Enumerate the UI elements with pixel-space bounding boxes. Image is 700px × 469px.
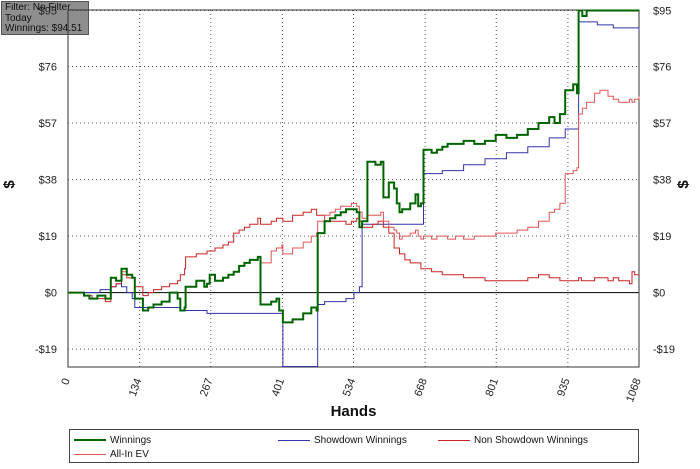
filter-info-box: Filter: No Filter Today Winnings: $94.51: [1, 1, 89, 35]
period-label: Today: [5, 13, 32, 24]
filter-label: Filter: No Filter: [5, 3, 71, 13]
legend-label-winnings: Winnings: [110, 434, 152, 446]
x-tick-label: 534: [341, 377, 359, 398]
x-tick-label: 401: [270, 377, 288, 398]
x-tick-label: 801: [483, 377, 501, 398]
legend-item-non-showdown: Non Showdown Winnings: [438, 433, 588, 447]
series-line-winnings: [68, 9, 639, 324]
x-tick-label: 267: [198, 377, 216, 398]
legend-swatch-non-showdown: [438, 439, 470, 441]
y-axis-right-ticks: -$19 $0 $19 $38 $57 $76 $95: [653, 6, 675, 357]
legend-item-showdown: Showdown Winnings: [278, 433, 407, 447]
y-tick-label-right: $38: [653, 175, 671, 187]
x-axis-title: Hands: [331, 403, 377, 420]
y-tick-label-right: $0: [653, 288, 665, 300]
legend-swatch-showdown: [278, 439, 310, 441]
legend-label-all-in-ev: All-In EV: [110, 448, 149, 460]
y-axis-title-right: $: [675, 180, 692, 189]
series-lines: [68, 9, 640, 367]
y-tick-label-left: $0: [45, 288, 57, 300]
legend-label-showdown: Showdown Winnings: [314, 434, 407, 446]
series-line-showdown-winnings: [68, 21, 640, 367]
y-tick-label-left: $38: [39, 175, 57, 187]
y-tick-label-right: $19: [653, 231, 671, 243]
x-tick-label: 935: [555, 377, 573, 398]
legend-item-all-in-ev: All-In EV: [74, 447, 149, 461]
winnings-total-label: Winnings: $94.51: [5, 24, 83, 34]
legend-swatch-winnings: [74, 439, 106, 441]
x-tick-label: 0: [59, 377, 72, 387]
chart-legend: Winnings Showdown Winnings Non Showdown …: [69, 429, 639, 463]
x-axis-ticks: 0 134 267 401 534 668 801 935 1068: [59, 377, 643, 404]
legend-label-non-showdown: Non Showdown Winnings: [474, 434, 588, 446]
y-tick-label-left: $57: [39, 118, 57, 130]
legend-swatch-all-in-ev: [74, 453, 106, 455]
x-tick-label: 1068: [624, 377, 644, 404]
y-axis-title-left: $: [1, 180, 18, 189]
x-tick-label: 668: [412, 377, 430, 398]
y-tick-label-left: $19: [39, 231, 57, 243]
y-tick-label-right: -$19: [653, 344, 675, 356]
y-axis-left-ticks: -$19 $0 $19 $38 $57 $76 $95: [35, 6, 57, 357]
y-tick-label-left: $95: [39, 6, 57, 18]
series-line-non-showdown-winnings: [68, 208, 639, 303]
grid-lines: [67, 10, 640, 367]
y-tick-label-left: $76: [39, 62, 57, 74]
legend-item-winnings: Winnings: [74, 433, 151, 447]
y-tick-label-right: $57: [653, 118, 671, 130]
plot-frame: [67, 9, 640, 368]
y-tick-label-left: -$19: [35, 344, 57, 356]
y-tick-label-right: $76: [653, 62, 671, 74]
y-tick-label-right: $95: [653, 6, 671, 18]
x-tick-label: 134: [127, 377, 145, 398]
